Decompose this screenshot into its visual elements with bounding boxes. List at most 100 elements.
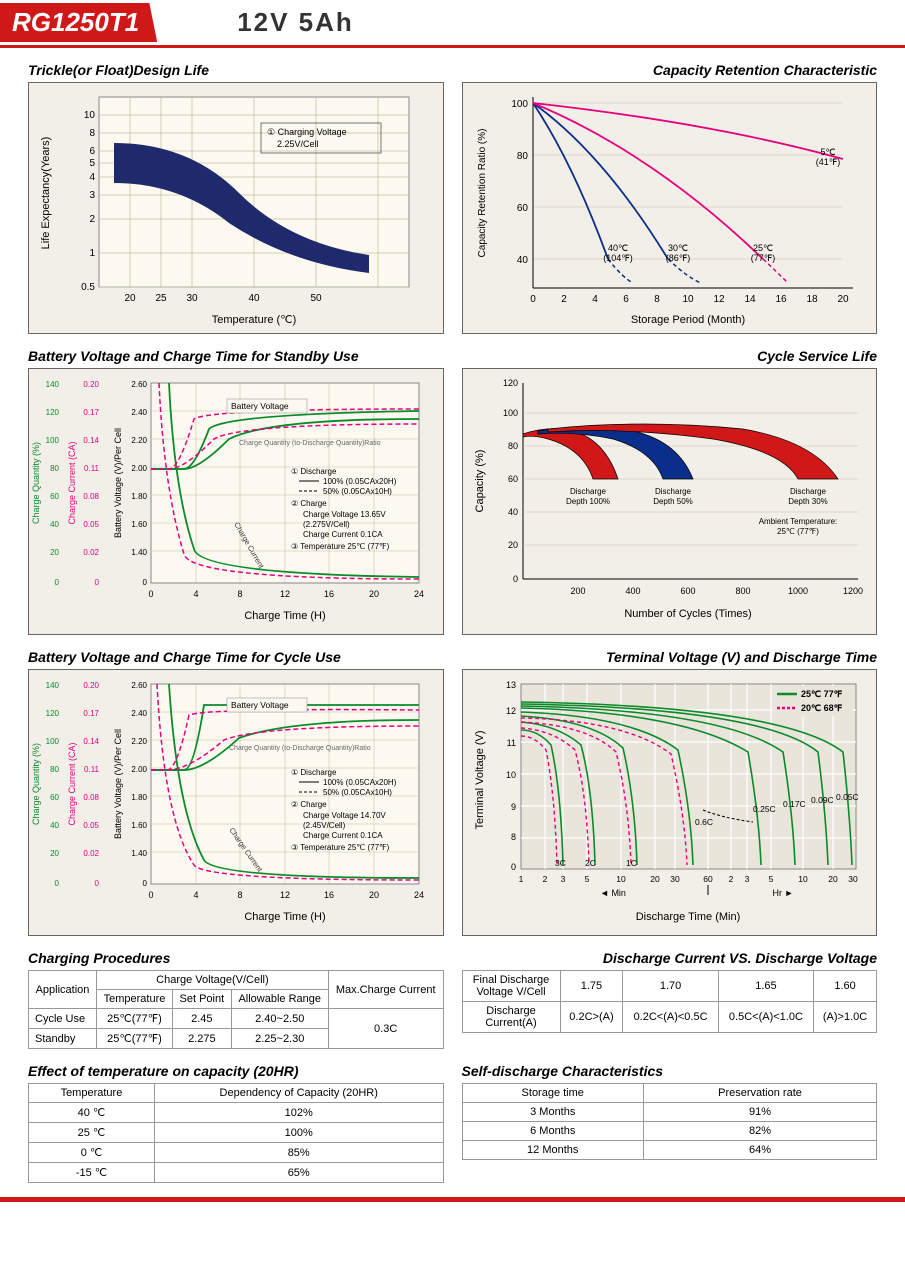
svg-text:80: 80 xyxy=(516,151,528,162)
svg-text:25: 25 xyxy=(155,293,167,304)
svg-text:③ Temperature 25℃ (77℉): ③ Temperature 25℃ (77℉) xyxy=(291,843,390,852)
svg-text:60: 60 xyxy=(507,474,517,484)
svg-text:(2.275V/Cell): (2.275V/Cell) xyxy=(303,520,350,529)
svg-text:0: 0 xyxy=(148,890,153,900)
svg-text:Life Expectancy(Years): Life Expectancy(Years) xyxy=(40,137,52,250)
svg-text:2.00: 2.00 xyxy=(131,765,147,774)
svg-text:2.60: 2.60 xyxy=(131,681,147,690)
temperature-capacity-table: TemperatureDependency of Capacity (20HR)… xyxy=(28,1083,444,1183)
svg-text:100: 100 xyxy=(502,408,517,418)
svg-text:20: 20 xyxy=(828,874,838,884)
svg-text:120: 120 xyxy=(46,709,60,718)
svg-text:3: 3 xyxy=(89,190,95,201)
svg-text:200: 200 xyxy=(570,586,585,596)
chart5: Battery Voltage Charge Quantity (to-Disc… xyxy=(28,669,444,936)
svg-text:4: 4 xyxy=(592,294,598,305)
svg-text:20: 20 xyxy=(50,849,59,858)
svg-text:100: 100 xyxy=(46,737,60,746)
svg-text:Number of Cycles (Times): Number of Cycles (Times) xyxy=(624,608,751,620)
charging-procedures-table: Application Charge Voltage(V/Cell) Max.C… xyxy=(28,970,444,1049)
svg-text:1.80: 1.80 xyxy=(131,793,147,802)
svg-text:0.05: 0.05 xyxy=(83,821,99,830)
svg-text:Charge Quantity (%): Charge Quantity (%) xyxy=(31,442,41,524)
svg-text:1C: 1C xyxy=(626,858,637,868)
chart6-title: Terminal Voltage (V) and Discharge Time xyxy=(462,649,878,665)
svg-text:20: 20 xyxy=(369,589,379,599)
svg-text:◄ Min: ◄ Min xyxy=(600,888,626,898)
svg-text:Terminal Voltage (V): Terminal Voltage (V) xyxy=(474,730,486,829)
svg-text:Charge Current 0.1CA: Charge Current 0.1CA xyxy=(303,831,383,840)
svg-text:Charge Quantity (to-Discharge: Charge Quantity (to-Discharge Quantity)R… xyxy=(229,745,371,752)
svg-text:20: 20 xyxy=(369,890,379,900)
svg-text:5: 5 xyxy=(89,158,95,169)
svg-text:0.17C: 0.17C xyxy=(783,799,806,809)
svg-text:Hr ►: Hr ► xyxy=(772,888,793,898)
svg-text:0.20: 0.20 xyxy=(83,380,99,389)
svg-text:0: 0 xyxy=(55,879,60,888)
svg-text:40: 40 xyxy=(50,520,59,529)
svg-text:8: 8 xyxy=(237,890,242,900)
svg-text:Temperature (℃): Temperature (℃) xyxy=(212,314,297,326)
svg-text:(86℉): (86℉) xyxy=(665,253,690,263)
svg-text:0.02: 0.02 xyxy=(83,548,99,557)
svg-text:40: 40 xyxy=(50,821,59,830)
svg-text:Battery Voltage (V)/Per Cell: Battery Voltage (V)/Per Cell xyxy=(113,729,123,839)
svg-text:10: 10 xyxy=(616,874,626,884)
svg-text:2.40: 2.40 xyxy=(131,709,147,718)
svg-text:8: 8 xyxy=(654,294,660,305)
svg-text:0: 0 xyxy=(530,294,536,305)
spec-label: 12V 5Ah xyxy=(237,7,354,38)
svg-text:(104℉): (104℉) xyxy=(603,253,633,263)
svg-text:Discharge: Discharge xyxy=(654,487,691,496)
svg-text:4: 4 xyxy=(193,589,198,599)
svg-text:Charge Voltage 13.65V: Charge Voltage 13.65V xyxy=(303,510,386,519)
chart4-title: Cycle Service Life xyxy=(462,348,878,364)
svg-text:2.20: 2.20 xyxy=(131,436,147,445)
svg-text:3: 3 xyxy=(744,874,749,884)
svg-text:① Charging Voltage: ① Charging Voltage xyxy=(267,127,347,137)
svg-text:140: 140 xyxy=(46,681,60,690)
svg-text:3C: 3C xyxy=(555,858,566,868)
svg-text:18: 18 xyxy=(806,294,818,305)
svg-text:20: 20 xyxy=(507,540,517,550)
svg-text:Charge Voltage 14.70V: Charge Voltage 14.70V xyxy=(303,811,386,820)
svg-text:800: 800 xyxy=(735,586,750,596)
svg-text:0: 0 xyxy=(143,578,148,587)
svg-text:0.5: 0.5 xyxy=(81,282,95,293)
svg-text:Charge Quantity (%): Charge Quantity (%) xyxy=(31,743,41,825)
svg-text:25℃ 77℉: 25℃ 77℉ xyxy=(801,689,843,699)
svg-text:120: 120 xyxy=(46,408,60,417)
model-badge: RG1250T1 xyxy=(0,3,157,42)
svg-text:① Discharge: ① Discharge xyxy=(291,467,337,476)
svg-text:2: 2 xyxy=(89,214,95,225)
svg-text:Charge Quantity (to-Discharge: Charge Quantity (to-Discharge Quantity)R… xyxy=(239,440,381,447)
chart3: Battery Voltage Charge Quantity (to-Disc… xyxy=(28,368,444,635)
svg-text:1000: 1000 xyxy=(787,586,807,596)
svg-text:0.05: 0.05 xyxy=(83,520,99,529)
svg-text:11: 11 xyxy=(506,738,515,748)
svg-text:② Charge: ② Charge xyxy=(291,800,327,809)
svg-text:12: 12 xyxy=(280,589,290,599)
svg-text:100% (0.05CAx20H): 100% (0.05CAx20H) xyxy=(323,778,397,787)
svg-text:Depth 50%: Depth 50% xyxy=(653,497,693,506)
svg-text:80: 80 xyxy=(507,441,517,451)
footer-rule xyxy=(0,1197,905,1202)
svg-text:0.14: 0.14 xyxy=(83,737,99,746)
chart5-title: Battery Voltage and Charge Time for Cycl… xyxy=(28,649,444,665)
svg-text:20: 20 xyxy=(650,874,660,884)
svg-text:Depth 100%: Depth 100% xyxy=(565,497,609,506)
svg-text:10: 10 xyxy=(798,874,808,884)
svg-text:0.05C: 0.05C xyxy=(836,792,859,802)
svg-text:0: 0 xyxy=(95,879,100,888)
svg-text:Battery Voltage: Battery Voltage xyxy=(231,401,289,411)
svg-text:20℃ 68℉: 20℃ 68℉ xyxy=(801,703,843,713)
svg-text:1.40: 1.40 xyxy=(131,548,147,557)
svg-text:10: 10 xyxy=(682,294,694,305)
svg-text:0: 0 xyxy=(148,589,153,599)
svg-text:6: 6 xyxy=(623,294,629,305)
svg-text:13: 13 xyxy=(505,680,515,690)
svg-text:1.60: 1.60 xyxy=(131,821,147,830)
svg-text:100: 100 xyxy=(511,99,528,110)
svg-text:② Charge: ② Charge xyxy=(291,499,327,508)
svg-text:2.40: 2.40 xyxy=(131,408,147,417)
